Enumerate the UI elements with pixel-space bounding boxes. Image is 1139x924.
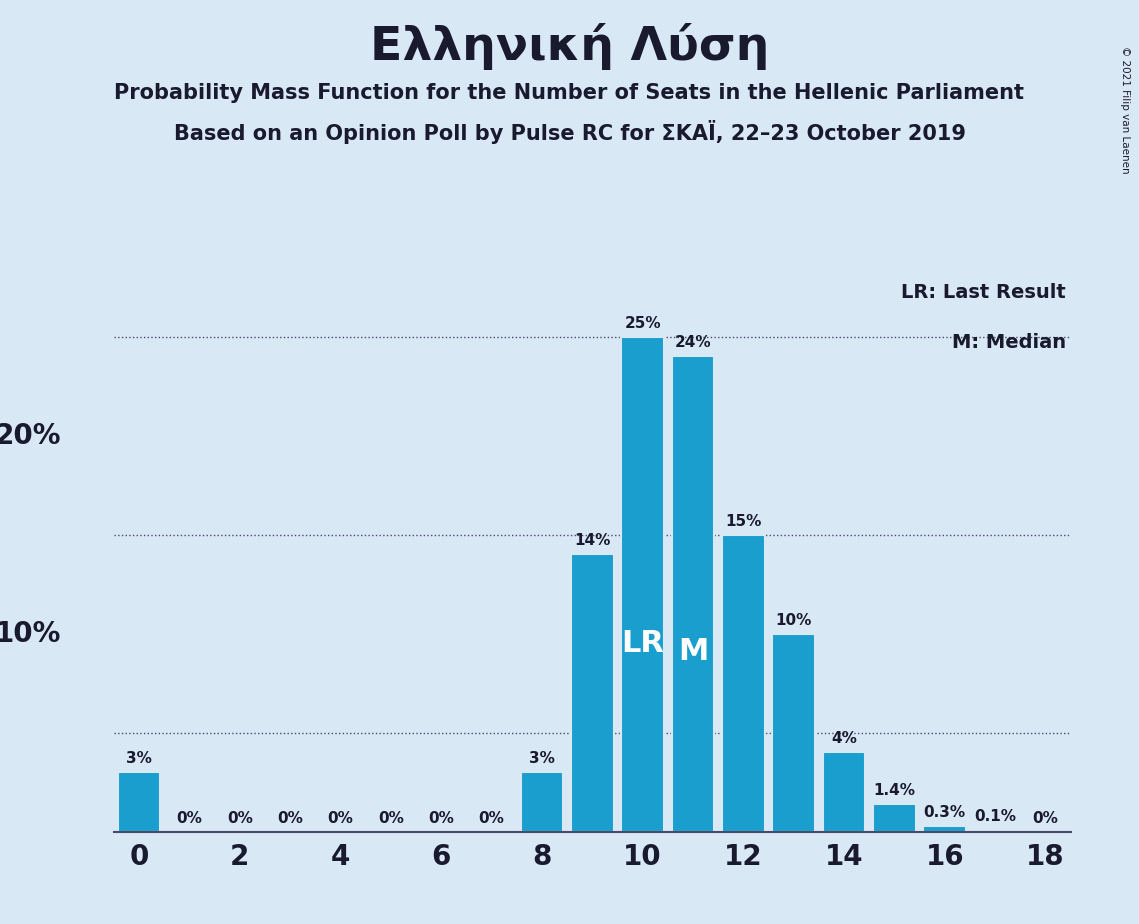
Text: 0%: 0% <box>478 810 505 826</box>
Text: 24%: 24% <box>674 335 711 350</box>
Text: 3%: 3% <box>126 751 151 766</box>
Bar <box>117 772 161 832</box>
Text: 20%: 20% <box>0 421 62 450</box>
Bar <box>924 826 966 832</box>
Text: 3%: 3% <box>528 751 555 766</box>
Text: 10%: 10% <box>776 613 812 627</box>
Text: 10%: 10% <box>0 620 62 648</box>
Text: 4%: 4% <box>831 732 857 747</box>
Text: 0%: 0% <box>277 810 303 826</box>
Text: 14%: 14% <box>574 533 611 549</box>
Text: © 2021 Filip van Laenen: © 2021 Filip van Laenen <box>1120 46 1130 174</box>
Text: 1.4%: 1.4% <box>874 783 916 798</box>
Bar <box>571 554 614 832</box>
Text: 0.1%: 0.1% <box>974 808 1016 823</box>
Text: LR: LR <box>621 629 664 658</box>
Bar <box>722 535 764 832</box>
Text: Probability Mass Function for the Number of Seats in the Hellenic Parliament: Probability Mass Function for the Number… <box>115 83 1024 103</box>
Text: 0.3%: 0.3% <box>924 805 966 820</box>
Text: 15%: 15% <box>726 514 762 529</box>
Text: 0%: 0% <box>1033 810 1058 826</box>
Text: 25%: 25% <box>624 316 661 331</box>
Text: LR: Last Result: LR: Last Result <box>901 283 1066 302</box>
Text: 0%: 0% <box>428 810 454 826</box>
Text: M: M <box>678 637 708 665</box>
Text: Ελληνική Λύση: Ελληνική Λύση <box>370 23 769 70</box>
Bar <box>621 336 664 832</box>
Bar <box>672 357 714 832</box>
Bar <box>974 830 1016 832</box>
Bar <box>521 772 564 832</box>
Bar <box>772 634 816 832</box>
Bar <box>822 752 866 832</box>
Text: 0%: 0% <box>177 810 203 826</box>
Bar <box>872 804 916 832</box>
Text: M: Median: M: Median <box>952 333 1066 352</box>
Text: 0%: 0% <box>378 810 404 826</box>
Text: Based on an Opinion Poll by Pulse RC for ΣΚΑΪ, 22–23 October 2019: Based on an Opinion Poll by Pulse RC for… <box>173 120 966 144</box>
Text: 0%: 0% <box>328 810 353 826</box>
Text: 0%: 0% <box>227 810 253 826</box>
